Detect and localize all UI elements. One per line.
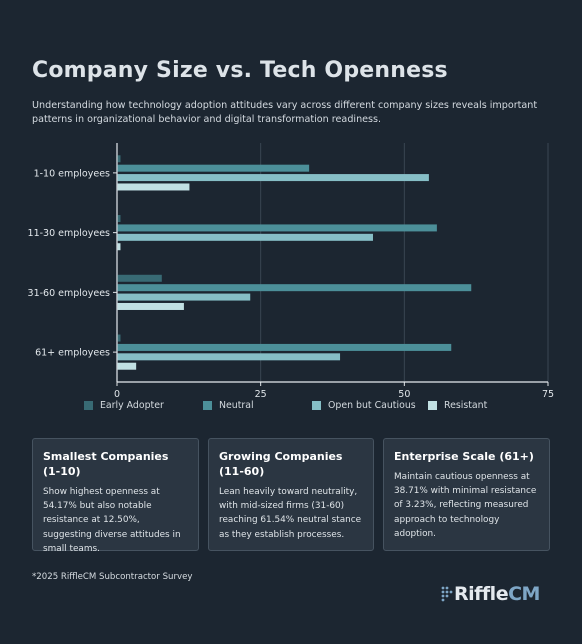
card-text: Maintain cautious openness at 38.71% wit… xyxy=(394,472,537,539)
bar-open-but-cautious[interactable] xyxy=(117,233,373,241)
y-category-label: 11-30 employees xyxy=(28,228,111,239)
legend-item-resistant[interactable]: Resistant xyxy=(428,400,487,411)
x-tick-label: 0 xyxy=(114,389,120,397)
bar-chart: 0 25 50 75 1-10 employees 11-30 employees 31-6… xyxy=(28,143,554,397)
x-tick-label: 75 xyxy=(542,389,554,397)
chart-legend: Early Adopter Neutral Open but Cautious … xyxy=(0,400,582,414)
bar-early-adopter[interactable] xyxy=(117,215,121,223)
legend-swatch-neutral xyxy=(203,401,212,410)
card-text: Show highest openness at 54.17% but also… xyxy=(43,487,181,554)
legend-swatch-resistant xyxy=(428,401,437,410)
bar-resistant[interactable] xyxy=(117,243,121,251)
legend-item-early-adopter[interactable]: Early Adopter xyxy=(84,400,164,411)
legend-swatch-open-but-cautious xyxy=(312,401,321,410)
insight-card-smallest: Smallest Companies (1-10) Show highest o… xyxy=(32,438,199,554)
y-category-label: 31-60 employees xyxy=(28,288,111,299)
logo-mark-icon xyxy=(441,586,453,602)
bar-neutral[interactable] xyxy=(117,224,437,232)
bar-early-adopter[interactable] xyxy=(117,334,121,342)
card-title: Growing Companies (11-60) xyxy=(219,450,343,478)
legend-label-resistant: Resistant xyxy=(444,400,488,411)
legend-item-open-but-cautious[interactable]: Open but Cautious xyxy=(312,400,416,411)
bar-neutral[interactable] xyxy=(117,284,472,292)
bar-neutral[interactable] xyxy=(117,343,452,351)
insight-card-growing: Growing Companies (11-60) Lean heavily t… xyxy=(208,438,374,551)
logo-wordmark: RiffleCM xyxy=(454,583,540,605)
bar-early-adopter[interactable] xyxy=(117,274,162,282)
logo-riffle-text: Riffle xyxy=(454,583,509,605)
survey-footnote: *2025 RiffleCM Subcontractor Survey xyxy=(32,572,193,582)
logo-cm-text: CM xyxy=(508,583,540,605)
bar-resistant[interactable] xyxy=(117,302,184,310)
card-title: Smallest Companies (1-10) xyxy=(43,450,169,478)
legend-swatch-early-adopter xyxy=(84,401,93,410)
y-category-label: 61+ employees xyxy=(35,348,110,359)
bar-open-but-cautious[interactable] xyxy=(117,293,251,301)
legend-label-early-adopter: Early Adopter xyxy=(100,400,164,411)
legend-label-open-but-cautious: Open but Cautious xyxy=(328,400,416,411)
legend-label-neutral: Neutral xyxy=(219,400,254,411)
x-tick-label: 50 xyxy=(398,389,410,397)
page-subtitle: Understanding how technology adoption at… xyxy=(32,100,538,125)
bar-early-adopter[interactable] xyxy=(117,155,121,163)
y-category-label: 1-10 employees xyxy=(34,168,110,179)
rifflecm-logo: RiffleCM xyxy=(441,583,540,605)
bar-resistant[interactable] xyxy=(117,183,190,191)
bar-open-but-cautious[interactable] xyxy=(117,353,341,361)
insight-card-enterprise: Enterprise Scale (61+) Maintain cautious… xyxy=(383,438,550,551)
card-text: Lean heavily toward neutrality, with mid… xyxy=(219,487,362,540)
x-tick-label: 25 xyxy=(255,389,267,397)
card-title: Enterprise Scale (61+) xyxy=(394,450,534,463)
bar-neutral[interactable] xyxy=(117,164,310,172)
page-title: Company Size vs. Tech Openness xyxy=(32,58,448,83)
legend-item-neutral[interactable]: Neutral xyxy=(203,400,254,411)
bar-resistant[interactable] xyxy=(117,362,137,370)
bar-open-but-cautious[interactable] xyxy=(117,174,429,182)
